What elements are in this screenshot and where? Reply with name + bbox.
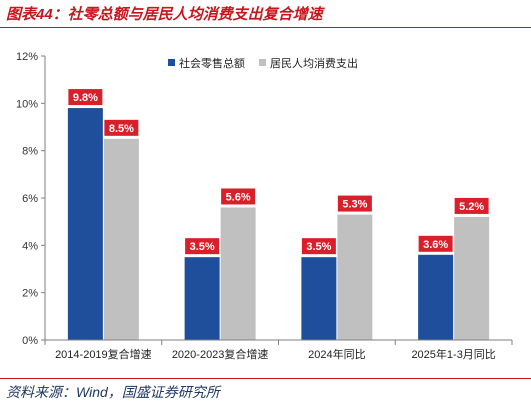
bar-series-1 — [184, 257, 220, 340]
data-label: 5.2% — [454, 197, 489, 214]
bars — [67, 108, 490, 340]
bar-series-1 — [301, 257, 337, 340]
legend-label: 居民人均消费支出 — [270, 56, 358, 70]
data-label-box — [185, 238, 220, 255]
y-tick-label: 10% — [16, 98, 38, 110]
data-label-box — [337, 195, 372, 212]
data-label-box — [454, 197, 489, 214]
data-label: 5.3% — [337, 195, 372, 212]
legend-label: 社会零售总额 — [179, 56, 245, 70]
data-label-box — [68, 89, 103, 106]
data-label-box — [418, 235, 453, 252]
data-label-box — [104, 119, 139, 136]
data-label: 5.6% — [221, 188, 256, 205]
bar-series-2 — [103, 138, 139, 340]
bar-series-2 — [337, 214, 373, 340]
source-rule — [0, 378, 531, 379]
data-label-text: 8.5% — [109, 123, 134, 135]
data-label-text: 5.6% — [226, 191, 251, 203]
x-category-label: 2020-2023复合增速 — [172, 347, 269, 361]
data-label: 8.5% — [104, 119, 139, 136]
figure-source: 资料来源：Wind，国盛证券研究所 — [6, 384, 220, 400]
legend: 社会零售总额 居民人均消费支出 — [168, 56, 358, 70]
data-label-box — [301, 238, 336, 255]
data-label-text: 5.2% — [459, 201, 484, 213]
bar-series-1 — [418, 254, 454, 340]
y-tick-label: 4% — [22, 240, 38, 252]
data-label-text: 5.3% — [342, 199, 367, 211]
data-label-text: 3.5% — [190, 241, 215, 253]
y-tick-label: 2% — [22, 288, 38, 300]
x-axis: 2014-2019复合增速 2020-2023复合增速 2024年同比 2025年1-… — [44, 339, 513, 361]
x-category-label: 2025年1-3月同比 — [411, 347, 495, 361]
bar-chart: 0% 2% 4% 6% 8% 10% 12% 2014-2019复合增速 2020-2023复… — [16, 51, 513, 361]
legend-item: 居民人均消费支出 — [259, 56, 358, 70]
data-label: 3.5% — [185, 238, 220, 255]
data-label: 3.6% — [418, 235, 453, 252]
figure-title: 图表44：社零总额与居民人均消费支出复合增速 — [6, 6, 323, 23]
legend-swatch — [259, 59, 266, 66]
y-tick-label: 6% — [22, 193, 38, 205]
data-label-text: 3.6% — [423, 239, 448, 251]
data-label-text: 3.5% — [306, 241, 331, 253]
title-rule — [0, 27, 531, 28]
data-label-text: 9.8% — [73, 92, 98, 104]
legend-swatch — [168, 59, 175, 66]
bar-series-2 — [454, 216, 490, 340]
bar-series-2 — [220, 207, 256, 340]
x-category-label: 2014-2019复合增速 — [55, 347, 152, 361]
y-tick-label: 12% — [16, 51, 38, 63]
data-label: 9.8% — [68, 89, 103, 106]
data-label: 3.5% — [301, 238, 336, 255]
y-tick-label: 0% — [22, 335, 38, 347]
y-tick-label: 8% — [22, 146, 38, 158]
y-axis: 0% 2% 4% 6% 8% 10% 12% — [16, 51, 46, 347]
data-labels: 9.8% 8.5% 3.5% 5.6% 3.5% 5.3% 3.6% 5.2% — [68, 89, 489, 255]
bar-series-1 — [67, 108, 103, 340]
legend-item: 社会零售总额 — [168, 56, 245, 70]
x-category-label: 2024年同比 — [308, 347, 365, 361]
data-label-box — [221, 188, 256, 205]
